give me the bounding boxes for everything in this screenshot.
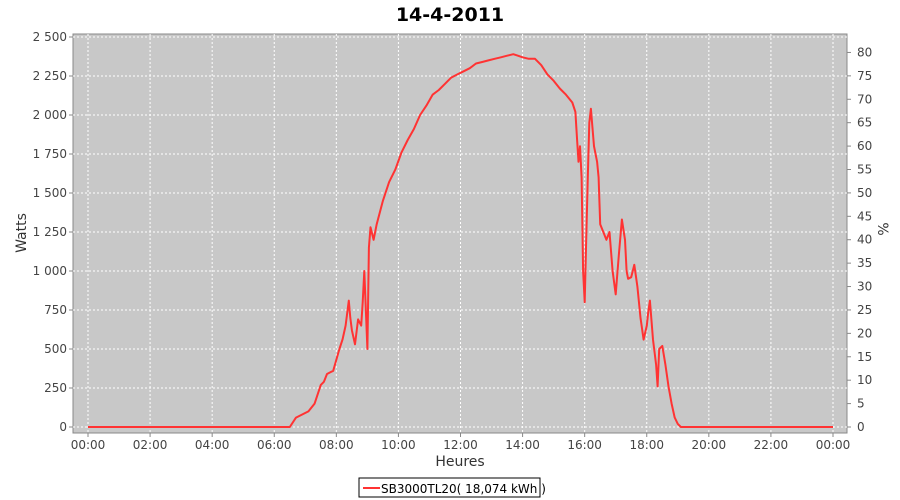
x-tick-label: 08:00: [319, 438, 354, 452]
x-tick-label: 02:00: [133, 438, 168, 452]
y-axis-title: Watts: [14, 213, 30, 253]
y2-tick-label: 35: [857, 256, 872, 270]
y2-tick-label: 15: [857, 350, 872, 364]
y2-tick-label: 50: [857, 186, 872, 200]
x-tick-label: 22:00: [754, 438, 789, 452]
x-tick-label: 00:00: [816, 438, 851, 452]
y-tick-label: 2 250: [33, 69, 67, 83]
y-axis-right: 0 5 10 15 20 25 30 35 40 45 50 55 60 65 70 75 80: [847, 45, 872, 434]
legend-label: SB3000TL20( 18,074 kWh ): [381, 482, 546, 496]
series-line: [88, 53, 833, 428]
x-tick-label: 00:00: [71, 438, 106, 452]
y2-tick-label: 20: [857, 326, 872, 340]
y2-tick-label: 0: [857, 420, 865, 434]
x-tick-label: 18:00: [629, 438, 664, 452]
x-axis: 00:00 02:00 04:00 06:00 08:00 10:00 12:00 14:00…: [71, 433, 851, 452]
x-tick-label: 10:00: [381, 438, 416, 452]
y-axis-left: 0 250 500 750 1 000 1 250 1 500 1 750 2 000 2 250…: [33, 30, 73, 434]
y-tick-label: 2 500: [33, 30, 67, 44]
y-tick-label: 2 000: [33, 108, 67, 122]
y2-tick-label: 55: [857, 162, 872, 176]
grid-x: [87, 34, 834, 433]
y2-tick-label: 45: [857, 209, 872, 223]
legend: SB3000TL20( 18,074 kWh ): [358, 477, 546, 498]
x-axis-title: Heures: [435, 454, 484, 470]
x-tick-label: 06:00: [257, 438, 292, 452]
x-tick-label: 20:00: [692, 438, 727, 452]
y2-tick-label: 75: [857, 69, 872, 83]
y-tick-label: 1 250: [33, 225, 67, 239]
y2-tick-label: 10: [857, 373, 872, 387]
x-tick-label: 04:00: [195, 438, 230, 452]
x-tick-label: 14:00: [505, 438, 540, 452]
plot-area: [72, 33, 848, 434]
series-layer: [88, 53, 833, 428]
y2-tick-label: 70: [857, 92, 872, 106]
y-tick-label: 250: [44, 381, 67, 395]
y-tick-label: 1 750: [33, 147, 67, 161]
legend-box: [358, 477, 541, 498]
y2-tick-label: 60: [857, 139, 872, 153]
y2-tick-label: 65: [857, 116, 872, 130]
chart-title: 14-4-2011: [396, 4, 504, 26]
y2-tick-label: 40: [857, 233, 872, 247]
y2-axis-title: %: [874, 222, 890, 235]
x-tick-label: 12:00: [443, 438, 478, 452]
x-tick-label: 16:00: [567, 438, 602, 452]
y-tick-label: 1 500: [33, 186, 67, 200]
y-tick-label: 1 000: [33, 264, 67, 278]
y-tick-label: 0: [59, 420, 67, 434]
y2-tick-label: 25: [857, 303, 872, 317]
y2-tick-label: 30: [857, 280, 872, 294]
y-tick-label: 500: [44, 342, 67, 356]
y2-tick-label: 80: [857, 45, 872, 59]
y-tick-label: 750: [44, 303, 67, 317]
y2-tick-label: 5: [857, 397, 865, 411]
